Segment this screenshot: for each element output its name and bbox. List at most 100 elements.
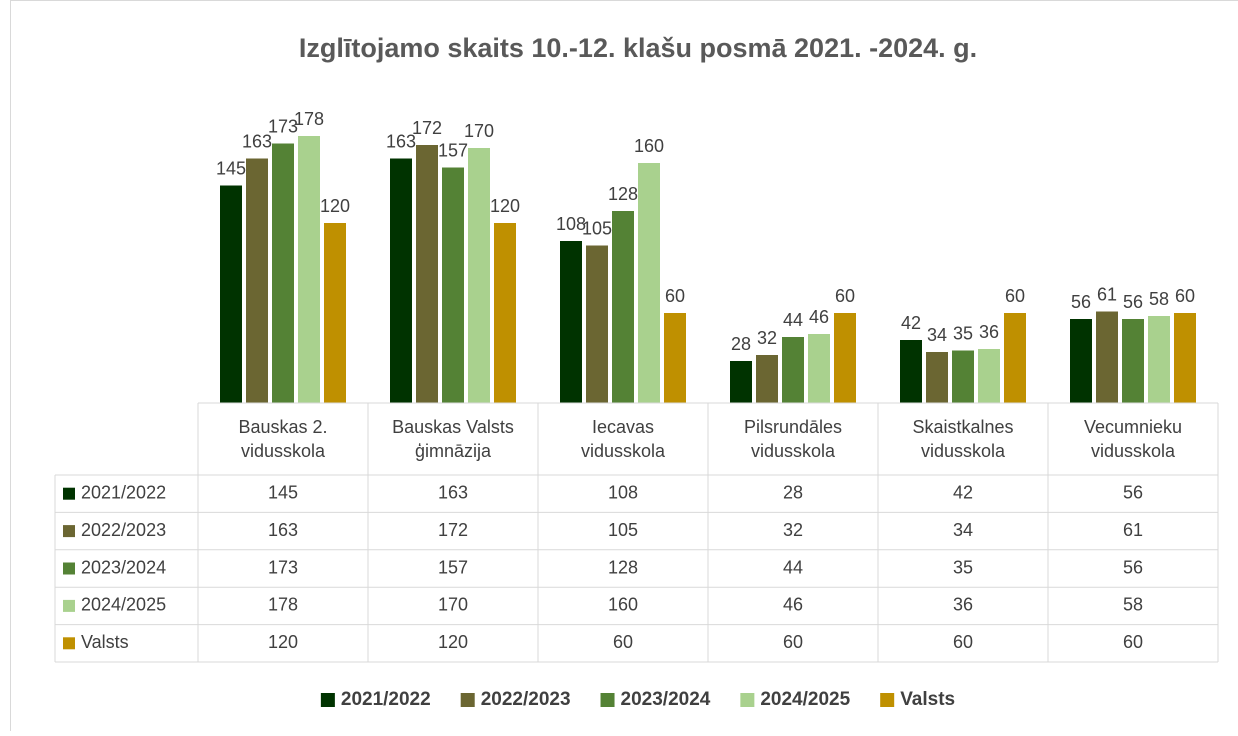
category-cell: Bauskas 2. vidusskola bbox=[198, 403, 368, 475]
data-label: 46 bbox=[809, 307, 829, 327]
bar bbox=[808, 334, 830, 403]
data-label: 56 bbox=[1123, 292, 1143, 312]
x-tick-label: Bauskas 2. vidusskola bbox=[198, 403, 368, 475]
table-cell: 61 bbox=[1123, 520, 1143, 540]
data-label: 60 bbox=[1005, 286, 1025, 306]
data-label: 34 bbox=[927, 325, 947, 345]
legend-key bbox=[63, 488, 75, 500]
legend-key bbox=[321, 693, 335, 707]
table-cell: 108 bbox=[608, 482, 638, 502]
bar bbox=[1122, 319, 1144, 403]
legend-key bbox=[63, 525, 75, 537]
legend-label: 2024/2025 bbox=[760, 689, 850, 710]
bar bbox=[586, 246, 608, 404]
table-cell: 44 bbox=[783, 557, 803, 577]
bar bbox=[442, 168, 464, 404]
table-cell: 128 bbox=[608, 557, 638, 577]
data-label: 44 bbox=[783, 310, 803, 330]
legend-key bbox=[740, 693, 754, 707]
bar bbox=[926, 352, 948, 403]
data-label: 42 bbox=[901, 313, 921, 333]
legend-key bbox=[63, 637, 75, 649]
bar bbox=[664, 313, 686, 403]
table-cell: 157 bbox=[438, 557, 468, 577]
bar bbox=[1174, 313, 1196, 403]
data-label: 36 bbox=[979, 322, 999, 342]
bar bbox=[298, 136, 320, 403]
legend-key bbox=[461, 693, 475, 707]
x-tick-label: Skaistkalnes vidusskola bbox=[878, 403, 1048, 475]
table-cell: 42 bbox=[953, 482, 973, 502]
table-cell: 28 bbox=[783, 482, 803, 502]
category-cell: Pilsrundāles vidusskola bbox=[708, 403, 878, 475]
category-cell: Vecumnieku vidusskola bbox=[1048, 403, 1218, 475]
bar bbox=[978, 349, 1000, 403]
bar bbox=[612, 211, 634, 403]
bar bbox=[416, 145, 438, 403]
bar bbox=[1148, 316, 1170, 403]
table-cell: 60 bbox=[783, 632, 803, 652]
table-cell: 120 bbox=[438, 632, 468, 652]
data-label: 58 bbox=[1149, 289, 1169, 309]
table-cell: 120 bbox=[268, 632, 298, 652]
legend-key bbox=[601, 693, 615, 707]
bar bbox=[560, 241, 582, 403]
table-cell: 170 bbox=[438, 595, 468, 615]
bar bbox=[638, 163, 660, 403]
data-label: 61 bbox=[1097, 284, 1117, 304]
data-label: 60 bbox=[665, 286, 685, 306]
bar bbox=[220, 186, 242, 404]
category-cell: Iecavas vidusskola bbox=[538, 403, 708, 475]
row-label: Valsts bbox=[81, 632, 129, 652]
bar bbox=[900, 340, 922, 403]
bar bbox=[324, 223, 346, 403]
table-cell: 58 bbox=[1123, 595, 1143, 615]
category-cell: Skaistkalnes vidusskola bbox=[878, 403, 1048, 475]
bar bbox=[730, 361, 752, 403]
legend-label: 2021/2022 bbox=[341, 689, 431, 710]
table-cell: 60 bbox=[953, 632, 973, 652]
bar bbox=[468, 148, 490, 403]
row-label: 2024/2025 bbox=[81, 595, 166, 615]
table-cell: 46 bbox=[783, 595, 803, 615]
bar bbox=[246, 159, 268, 404]
data-label: 105 bbox=[582, 218, 612, 238]
data-label: 145 bbox=[216, 158, 246, 178]
legend-key bbox=[880, 693, 894, 707]
row-label: 2023/2024 bbox=[81, 557, 166, 577]
bar bbox=[1004, 313, 1026, 403]
table-cell: 36 bbox=[953, 595, 973, 615]
x-tick-label: Bauskas Valsts ģimnāzija bbox=[368, 403, 538, 475]
table-cell: 173 bbox=[268, 557, 298, 577]
table-cell: 163 bbox=[268, 520, 298, 540]
legend-label: Valsts bbox=[900, 689, 955, 710]
table-cell: 160 bbox=[608, 595, 638, 615]
x-tick-label: Vecumnieku vidusskola bbox=[1048, 403, 1218, 475]
row-label: 2022/2023 bbox=[81, 520, 166, 540]
table-cell: 60 bbox=[1123, 632, 1143, 652]
data-label: 120 bbox=[490, 196, 520, 216]
legend-key bbox=[63, 563, 75, 575]
table-cell: 172 bbox=[438, 520, 468, 540]
bar bbox=[390, 159, 412, 404]
data-label: 35 bbox=[953, 323, 973, 343]
data-label: 120 bbox=[320, 196, 350, 216]
table-cell: 145 bbox=[268, 482, 298, 502]
data-label: 60 bbox=[835, 286, 855, 306]
data-label: 160 bbox=[634, 136, 664, 156]
legend-label: 2023/2024 bbox=[621, 689, 711, 710]
table-cell: 56 bbox=[1123, 482, 1143, 502]
data-label: 157 bbox=[438, 140, 468, 160]
table-cell: 163 bbox=[438, 482, 468, 502]
table-cell: 178 bbox=[268, 595, 298, 615]
chart-title: Izglītojamo skaits 10.-12. klašu posmā 2… bbox=[299, 33, 977, 63]
data-label: 170 bbox=[464, 121, 494, 141]
bar bbox=[272, 144, 294, 404]
data-label: 178 bbox=[294, 109, 324, 129]
table-cell: 32 bbox=[783, 520, 803, 540]
table-cell: 56 bbox=[1123, 557, 1143, 577]
data-label: 32 bbox=[757, 328, 777, 348]
bar bbox=[756, 355, 778, 403]
x-tick-label: Iecavas vidusskola bbox=[538, 403, 708, 475]
bar bbox=[952, 351, 974, 404]
